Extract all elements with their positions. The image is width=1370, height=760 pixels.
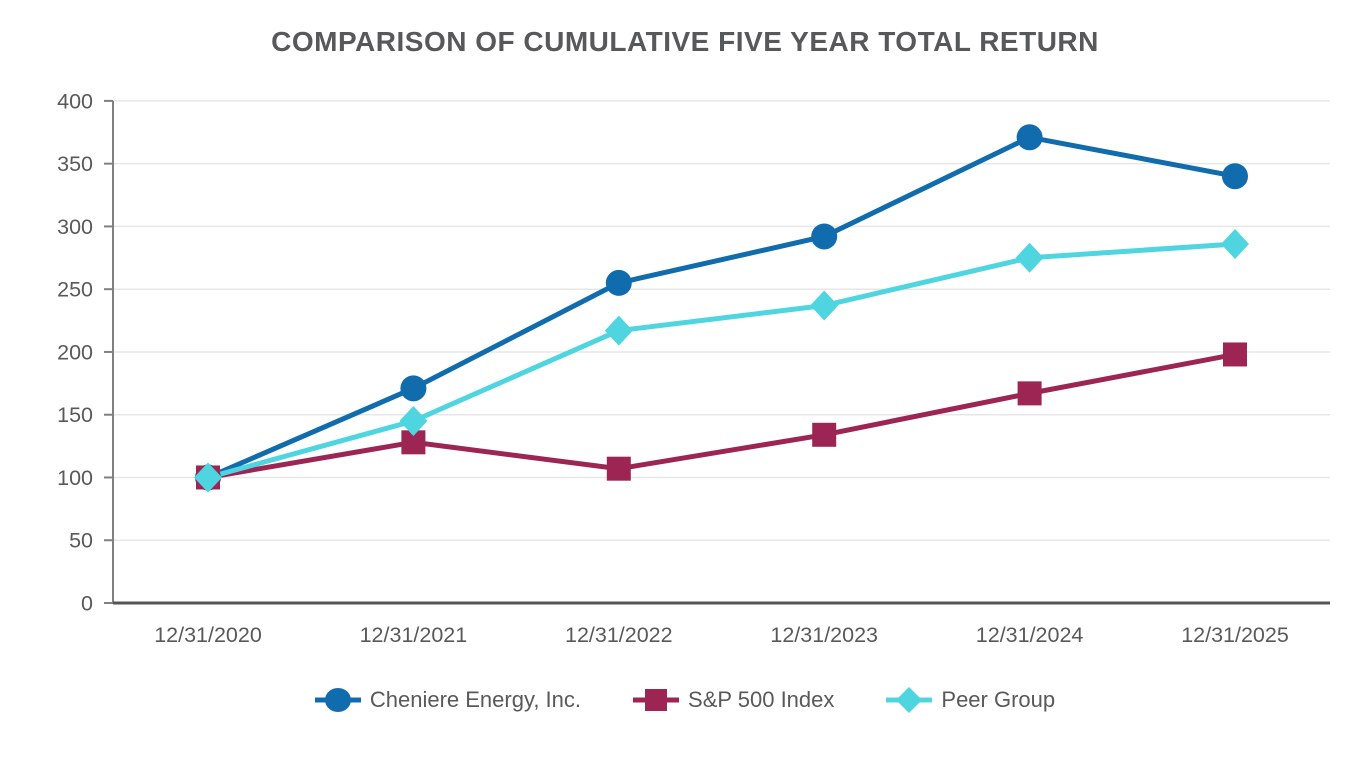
x-axis-label: 12/31/2021 — [360, 623, 468, 647]
x-axis-label: 12/31/2022 — [565, 623, 673, 647]
data-point-s-p-500-index-12-31-2023 — [812, 422, 837, 447]
data-point-s-p-500-index-12-31-2022 — [606, 456, 631, 481]
legend-item-s-p-500-index: S&P 500 Index — [633, 684, 834, 716]
data-point-peer-group-12-31-2020 — [194, 462, 222, 493]
data-point-peer-group-12-31-2022 — [604, 315, 633, 346]
data-point-peer-group-12-31-2023 — [810, 290, 839, 321]
y-tick-label: 250 — [57, 278, 93, 302]
x-axis-label: 12/31/2023 — [770, 623, 878, 647]
series-line-peer-group — [207, 241, 1236, 480]
legend-label: Cheniere Energy, Inc. — [369, 687, 582, 712]
data-point-peer-group-12-31-2021 — [399, 405, 428, 436]
data-point-cheniere-energy-inc-12-31-2023 — [811, 223, 838, 250]
legend-square-icon — [633, 689, 680, 711]
y-tick-label: 150 — [57, 403, 93, 427]
legend-item-cheniere-energy-inc: Cheniere Energy, Inc. — [314, 684, 582, 716]
data-point-peer-group-12-31-2024 — [1015, 242, 1044, 273]
data-point-s-p-500-index-12-31-2025 — [1223, 342, 1247, 367]
series-line-cheniere-energy-inc — [207, 134, 1236, 480]
y-tick-label: 300 — [57, 215, 93, 239]
y-tick-label: 400 — [57, 89, 93, 113]
data-point-cheniere-energy-inc-12-31-2024 — [1016, 124, 1043, 151]
data-point-cheniere-energy-inc-12-31-2021 — [400, 375, 427, 402]
x-axis-label: 12/31/2024 — [976, 623, 1084, 647]
legend-diamond-icon — [886, 687, 933, 713]
legend-circle-icon — [314, 688, 361, 712]
y-tick-label: 0 — [81, 592, 93, 616]
data-point-peer-group-12-31-2025 — [1221, 228, 1249, 259]
series-line-s-p-500-index — [207, 352, 1236, 480]
y-tick-label: 350 — [57, 152, 93, 176]
chart-legend: Cheniere Energy, Inc. S&P 500 Index Peer G… — [0, 684, 1370, 716]
y-tick-label: 200 — [57, 340, 93, 364]
data-point-s-p-500-index-12-31-2024 — [1017, 381, 1042, 406]
chart-title: COMPARISON OF CUMULATIVE FIVE YEAR TOTAL… — [271, 26, 1099, 57]
x-axis-label: 12/31/2020 — [154, 623, 262, 647]
y-tick-label: 50 — [69, 529, 93, 553]
legend-item-peer-group: Peer Group — [886, 684, 1055, 716]
legend-label: Peer Group — [941, 687, 1056, 712]
data-point-cheniere-energy-inc-12-31-2022 — [605, 269, 632, 296]
y-tick-label: 100 — [57, 466, 93, 490]
x-axis-label: 12/31/2025 — [1181, 623, 1289, 647]
data-point-cheniere-energy-inc-12-31-2025 — [1222, 163, 1248, 190]
legend-label: S&P 500 Index — [688, 687, 835, 712]
